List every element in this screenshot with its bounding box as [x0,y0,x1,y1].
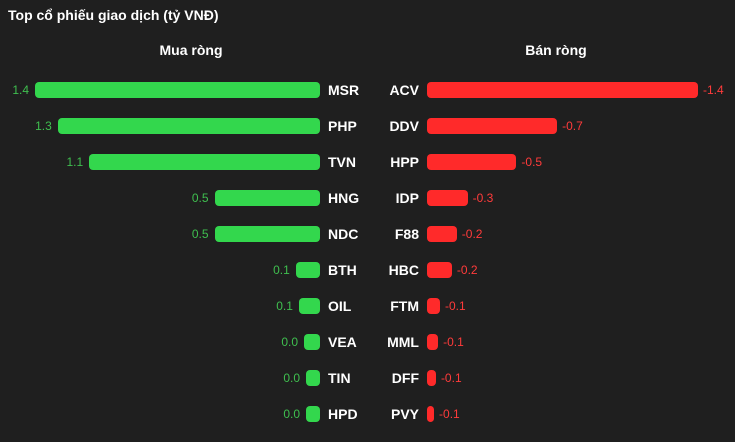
sell-row: -0.1 FTM [0,297,735,315]
buy-ticker: HPD [328,406,358,422]
sell-ticker: MML [387,334,419,350]
buy-bar [295,262,320,278]
buy-bar [304,334,320,350]
sell-ticker: DFF [391,370,419,386]
sell-ticker: IDP [395,190,419,206]
buy-bar [298,298,320,314]
buy-row: 0.5 HNG [0,189,735,207]
sell-row: -1.4 ACV [0,81,735,99]
sell-bar [427,118,558,134]
sell-ticker: ACV [389,82,419,98]
buy-value: 1.3 [35,119,52,133]
sell-bar [427,334,439,350]
buy-row: 1.3 PHP [0,117,735,135]
buy-bar [35,82,320,98]
buy-ticker: VEA [328,334,357,350]
sell-value: -0.1 [439,407,460,421]
buy-row: 1.4 MSR [0,81,735,99]
sell-value: -0.1 [443,335,464,349]
sell-value: -0.1 [445,299,466,313]
sell-row: -0.2 HBC [0,261,735,279]
sell-ticker: DDV [389,118,419,134]
sell-bar [427,370,436,386]
buy-value: 0.0 [283,407,301,421]
buy-ticker: NDC [328,226,359,242]
sell-row: -0.5 HPP [0,153,735,171]
buy-value: 0.1 [276,299,293,313]
sell-row: -0.1 MML [0,333,735,351]
buy-value: 0.5 [191,227,209,241]
buy-value: 0.0 [283,371,301,385]
buy-row: 0.0 TIN [0,369,735,387]
buy-value: 0.5 [191,191,209,205]
buy-ticker: MSR [328,82,360,98]
buy-row: 0.0 HPD [0,405,735,423]
buy-ticker: BTH [328,262,357,278]
sell-value: -0.2 [456,263,478,277]
buy-header: Mua ròng [159,42,223,58]
buy-value: 0.0 [281,335,299,349]
sell-bar [427,190,468,206]
sell-bar [427,154,517,170]
sell-value: -0.5 [521,155,543,169]
buy-bar [214,226,320,242]
buy-value: 1.1 [66,155,84,169]
sell-value: -0.7 [562,119,583,133]
sell-ticker: HBC [388,262,419,278]
sell-ticker: F88 [394,226,419,242]
buy-bar [214,190,320,206]
buy-ticker: TVN [328,154,356,170]
sell-row: -0.7 DDV [0,117,735,135]
sell-bar [427,262,452,278]
buy-row: 0.5 NDC [0,225,735,243]
sell-bar [427,298,440,314]
buy-value: 0.1 [273,263,290,277]
sell-bar [427,406,435,422]
sell-bar [427,82,698,98]
buy-row: 0.1 BTH [0,261,735,279]
buy-bar [89,154,320,170]
sell-ticker: PVY [390,406,419,422]
buy-bar [57,118,320,134]
sell-row: -0.1 PVY [0,405,735,423]
buy-row: 0.0 VEA [0,333,735,351]
sell-bar [427,226,457,242]
buy-value: 1.4 [12,83,29,97]
chart-title: Top cổ phiếu giao dịch (tỷ VNĐ) [8,7,219,23]
sell-row: -0.2 F88 [0,225,735,243]
buy-ticker: PHP [328,118,357,134]
buy-bar [306,406,320,422]
sell-value: -0.2 [461,227,483,241]
sell-value: -1.4 [703,83,724,97]
buy-row: 1.1 TVN [0,153,735,171]
buy-ticker: HNG [328,190,360,206]
sell-row: -0.3 IDP [0,189,735,207]
sell-value: -0.3 [472,191,494,205]
buy-ticker: OIL [328,298,352,314]
buy-row: 0.1 OIL [0,297,735,315]
buy-ticker: TIN [328,370,351,386]
sell-ticker: HPP [390,154,419,170]
buy-bar [306,370,320,386]
sell-value: -0.1 [440,371,462,385]
sell-ticker: FTM [390,298,419,314]
sell-header: Bán ròng [525,42,587,58]
sell-row: -0.1 DFF [0,369,735,387]
